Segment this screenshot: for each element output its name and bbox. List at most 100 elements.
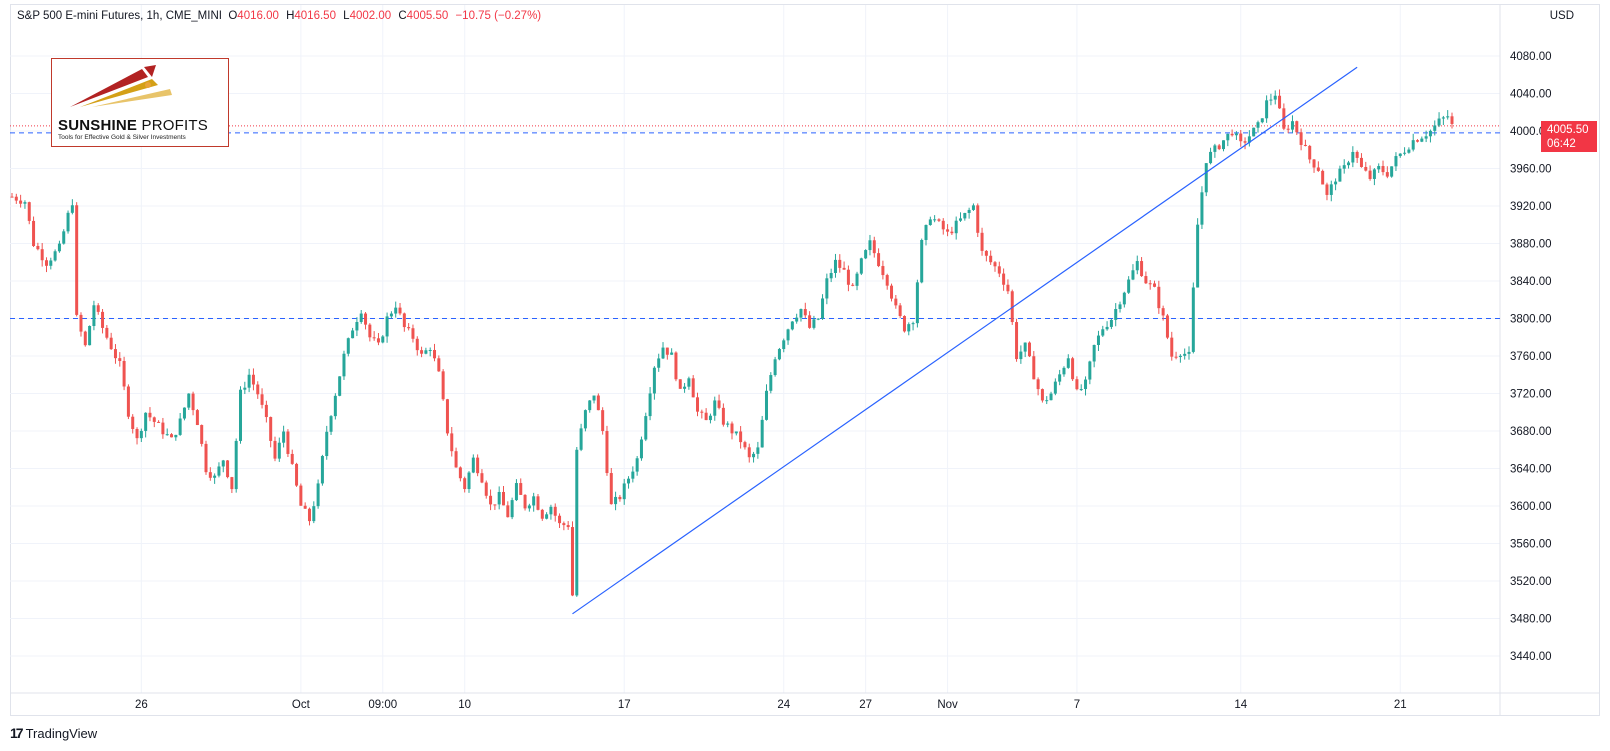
candle-body <box>92 305 96 326</box>
candle-body <box>579 428 583 450</box>
candle-body <box>674 352 678 380</box>
x-tick-label: 7 <box>1074 699 1080 711</box>
candle-body <box>514 483 518 501</box>
candle-body <box>126 386 130 417</box>
sunshine-profits-logo: SUNSHINE PROFITS Tools for Effective Gol… <box>51 58 229 147</box>
tradingview-label: TradingView <box>25 725 98 741</box>
candle-body <box>1290 121 1294 130</box>
candle-body <box>243 387 247 390</box>
candle-body <box>769 375 773 391</box>
candle-body <box>1351 151 1355 163</box>
candle-body <box>764 390 768 420</box>
candle-body <box>1209 151 1213 164</box>
candle-body <box>1217 145 1221 150</box>
candle-body <box>53 251 57 261</box>
candle-body <box>1109 319 1113 327</box>
candle-body <box>295 463 299 486</box>
candle-body <box>678 379 682 389</box>
candle-body <box>872 240 876 254</box>
candle-body <box>338 376 342 396</box>
candle-body <box>1385 172 1389 177</box>
change-value: −10.75 (−0.27%) <box>455 10 542 22</box>
candle-body <box>877 253 881 267</box>
candle-body <box>1131 270 1135 280</box>
candle-body <box>950 231 954 234</box>
tradingview-logo-icon: 17 <box>10 725 24 741</box>
candle-body <box>721 407 725 425</box>
candle-body <box>1019 351 1023 360</box>
logo-emblem-icon <box>70 65 172 107</box>
candle-body <box>1342 165 1346 169</box>
candle-body <box>10 196 14 198</box>
y-tick-label: 3600.00 <box>1510 501 1552 513</box>
candle-body <box>984 250 988 256</box>
y-tick-label: 3680.00 <box>1510 426 1552 438</box>
candle-body <box>558 515 562 524</box>
candle-body <box>463 478 467 490</box>
candle-body <box>213 475 217 478</box>
candle-body <box>937 219 941 221</box>
candle-body <box>230 477 234 490</box>
candle-body <box>195 410 199 426</box>
open-label: O <box>228 10 238 22</box>
candle-body <box>588 400 592 411</box>
tradingview-branding[interactable]: 17 TradingView <box>10 725 97 741</box>
candle-body <box>320 456 324 484</box>
candle-body <box>394 307 398 314</box>
candle-body <box>1394 156 1398 167</box>
y-tick-label: 3920.00 <box>1510 201 1552 213</box>
candle-body <box>122 360 126 387</box>
currency-label[interactable]: USD <box>1549 10 1574 22</box>
candle-body <box>1359 157 1363 167</box>
candle-body <box>489 495 493 505</box>
candle-body <box>808 315 812 328</box>
y-tick-label: 3880.00 <box>1510 239 1552 251</box>
candle-body <box>1260 118 1264 123</box>
y-tick-label: 3440.00 <box>1510 651 1552 663</box>
candle-body <box>359 313 363 322</box>
candle-body <box>635 458 639 472</box>
candle-body <box>730 423 734 434</box>
candle-body <box>260 394 264 405</box>
candle-body <box>920 239 924 283</box>
candle-body <box>364 313 368 325</box>
candle-body <box>36 245 40 250</box>
candle-body <box>1118 304 1122 309</box>
candle-body <box>1295 121 1299 133</box>
candle-body <box>333 395 337 417</box>
candle-body <box>601 410 605 432</box>
candle-body <box>756 447 760 454</box>
symbol-title[interactable]: S&P 500 E-mini Futures, 1h, CME_MINI <box>17 10 222 22</box>
candle-body <box>609 473 613 505</box>
y-tick-label: 3960.00 <box>1510 164 1552 176</box>
x-tick-label: 24 <box>777 699 790 711</box>
candle-body <box>540 509 544 519</box>
candle-body <box>627 478 631 484</box>
candle-body <box>1213 145 1217 152</box>
candle-body <box>1170 337 1174 357</box>
candle-body <box>1010 291 1014 323</box>
candle-body <box>1036 379 1040 390</box>
candle-body <box>851 284 855 286</box>
candle-body <box>1023 342 1027 352</box>
candle-body <box>782 340 786 350</box>
candle-body <box>187 393 191 408</box>
candle-body <box>1096 335 1100 345</box>
candle-body <box>967 209 971 213</box>
candle-body <box>1075 379 1079 390</box>
candle-body <box>1286 128 1290 130</box>
candle-body <box>596 395 600 411</box>
candle-body <box>1079 389 1083 391</box>
candle-body <box>812 319 816 328</box>
candle-body <box>256 384 260 395</box>
candle-body <box>963 212 967 219</box>
candle-body <box>941 220 945 230</box>
candle-body <box>1278 95 1282 109</box>
candle-body <box>109 337 113 350</box>
candle-body <box>1187 351 1191 354</box>
x-tick-label: Nov <box>937 699 958 711</box>
candle-body <box>902 316 906 332</box>
candle-body <box>182 407 186 419</box>
candle-body <box>178 418 182 435</box>
